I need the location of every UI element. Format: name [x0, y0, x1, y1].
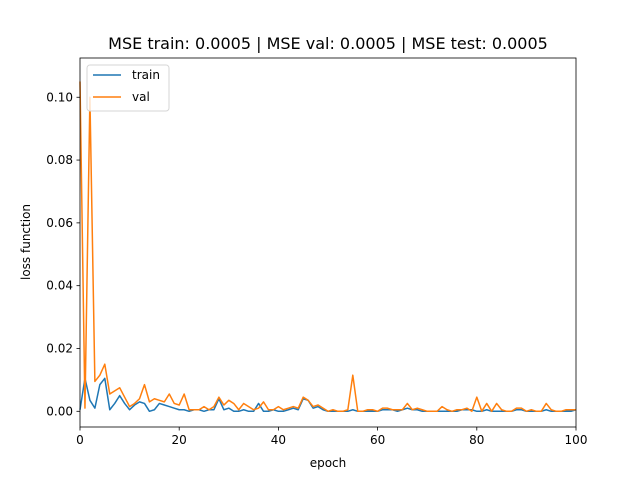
- y-axis-label: loss function: [19, 204, 33, 280]
- x-tick-label: 80: [469, 433, 484, 447]
- x-axis-label: epoch: [310, 456, 347, 470]
- series-line-val: [79, 81, 576, 413]
- plot-frame: [79, 57, 577, 428]
- chart-title: MSE train: 0.0005 | MSE val: 0.0005 | MS…: [108, 34, 548, 53]
- series-lines: [79, 81, 577, 413]
- y-tick-label: 0.06: [46, 216, 73, 230]
- legend-val-label: val: [132, 90, 150, 104]
- x-tick-label: 0: [76, 433, 84, 447]
- axes: 0 20 40 60 80 100 0.00 0.02 0.04 0.06 0.08 0.10: [46, 57, 588, 447]
- y-tick-label: 0.04: [46, 279, 73, 293]
- x-tick-label: 100: [565, 433, 588, 447]
- x-tick-label: 60: [370, 433, 385, 447]
- y-tick-label: 0.02: [46, 341, 73, 355]
- y-tick-label: 0.00: [46, 404, 73, 418]
- legend-train-label: train: [132, 68, 160, 82]
- legend: train val: [86, 64, 170, 112]
- y-tick-label: 0.08: [46, 153, 73, 167]
- legend-frame: [86, 64, 170, 112]
- x-tick-label: 20: [172, 433, 187, 447]
- y-tick-label: 0.10: [46, 90, 73, 104]
- x-tick-label: 40: [271, 433, 286, 447]
